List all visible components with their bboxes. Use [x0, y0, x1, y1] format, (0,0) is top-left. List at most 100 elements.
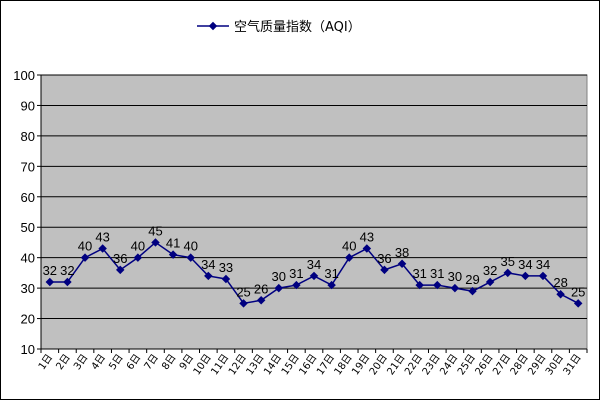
data-point	[468, 286, 477, 296]
data-label: 45	[148, 223, 162, 238]
data-label: 40	[78, 239, 92, 254]
data-label: 35	[501, 254, 515, 269]
data-point	[503, 268, 512, 278]
data-label: 40	[131, 239, 145, 254]
x-tick-label: 14日	[262, 352, 284, 377]
legend-diamond-marker	[208, 21, 218, 31]
x-tick-label: 18日	[333, 352, 355, 377]
x-tick-label: 2日	[54, 352, 72, 372]
data-point	[45, 277, 55, 287]
data-label: 34	[307, 257, 321, 272]
data-point	[485, 277, 495, 287]
data-label: 25	[571, 284, 585, 299]
data-point	[309, 271, 319, 281]
x-tick-label: 12日	[227, 352, 249, 377]
x-tick-label: 11日	[209, 352, 231, 377]
axes	[40, 75, 587, 350]
data-label: 25	[236, 284, 250, 299]
x-tick-label: 24日	[438, 352, 460, 377]
data-label: 32	[483, 263, 497, 278]
x-tick-label: 7日	[143, 352, 161, 372]
data-point	[221, 274, 231, 284]
data-point	[98, 244, 107, 253]
data-point	[327, 280, 336, 290]
data-label: 34	[518, 257, 532, 272]
data-label: 41	[166, 236, 180, 251]
data-point	[168, 250, 178, 259]
data-point	[362, 244, 372, 253]
x-tick-label: 17日	[315, 352, 337, 377]
data-label: 32	[60, 263, 74, 278]
data-label: 30	[448, 269, 462, 284]
data-point	[256, 296, 266, 305]
data-point	[133, 253, 143, 262]
y-tick-label: 70	[21, 159, 35, 174]
data-point	[151, 238, 160, 247]
x-tick-label: 22日	[403, 352, 425, 377]
data-label: 26	[254, 281, 268, 296]
data-label: 43	[95, 230, 109, 245]
y-tick-label: 50	[21, 220, 35, 235]
data-label: 40	[342, 239, 356, 254]
data-point	[116, 265, 125, 275]
data-point	[292, 280, 301, 290]
x-axis-ticks: 1日 2日 3日 4日 5日 6日 7日 8日 9日10日11日12日13日14日15日16日1…	[37, 349, 588, 377]
data-point	[521, 271, 530, 281]
data-label: 31	[412, 266, 426, 281]
x-tick-label: 20日	[368, 352, 390, 377]
data-label: 29	[465, 272, 479, 287]
x-tick-label: 28日	[509, 352, 531, 377]
data-label: 30	[272, 269, 286, 284]
data-label: 31	[289, 266, 303, 281]
y-tick-label: 20	[21, 312, 35, 327]
y-tick-label: 30	[21, 281, 35, 296]
y-tick-label: 90	[21, 98, 35, 113]
x-tick-label: 6日	[125, 352, 143, 372]
y-tick-label: 100	[13, 68, 35, 83]
data-label: 34	[536, 257, 550, 272]
y-axis-ticks: 10 20 30 40 50 60 70 80 90 100	[13, 68, 41, 357]
x-tick-label: 21日	[385, 352, 407, 377]
data-label: 36	[377, 251, 391, 266]
data-point	[80, 253, 90, 262]
data-point	[433, 280, 442, 290]
data-label: 36	[113, 251, 127, 266]
data-label: 28	[553, 275, 567, 290]
x-tick-label: 5日	[107, 352, 125, 372]
x-tick-label: 10日	[192, 352, 214, 377]
x-tick-label: 16日	[297, 352, 319, 377]
data-label: 31	[430, 266, 444, 281]
plot-area	[40, 74, 588, 350]
gridlines	[41, 74, 587, 320]
data-point	[556, 289, 565, 299]
x-tick-label: 19日	[350, 352, 372, 377]
data-point	[415, 280, 424, 290]
x-tick-label: 8日	[160, 352, 178, 372]
x-tick-label: 26日	[474, 352, 496, 377]
x-tick-label: 3日	[72, 352, 90, 372]
data-label: 34	[201, 257, 215, 272]
x-tick-label: 23日	[421, 352, 443, 377]
x-tick-label: 29日	[526, 352, 548, 377]
data-label: 32	[43, 263, 57, 278]
data-point	[204, 271, 213, 281]
y-tick-label: 40	[21, 251, 35, 266]
legend-label: 空气质量指数（AQI）	[234, 19, 361, 35]
data-point	[538, 271, 548, 281]
data-point	[186, 253, 195, 262]
data-point	[380, 265, 389, 275]
x-tick-label: 25日	[456, 352, 478, 377]
data-label: 33	[219, 260, 233, 275]
data-point	[344, 253, 354, 262]
x-tick-label: 30日	[544, 352, 566, 377]
data-point	[450, 283, 460, 293]
x-tick-label: 1日	[37, 352, 55, 372]
data-point	[239, 299, 248, 308]
x-tick-label: 4日	[90, 352, 108, 372]
x-tick-label: 27日	[491, 352, 513, 377]
series-aqi	[45, 238, 583, 308]
x-tick-label: 31日	[562, 352, 584, 377]
